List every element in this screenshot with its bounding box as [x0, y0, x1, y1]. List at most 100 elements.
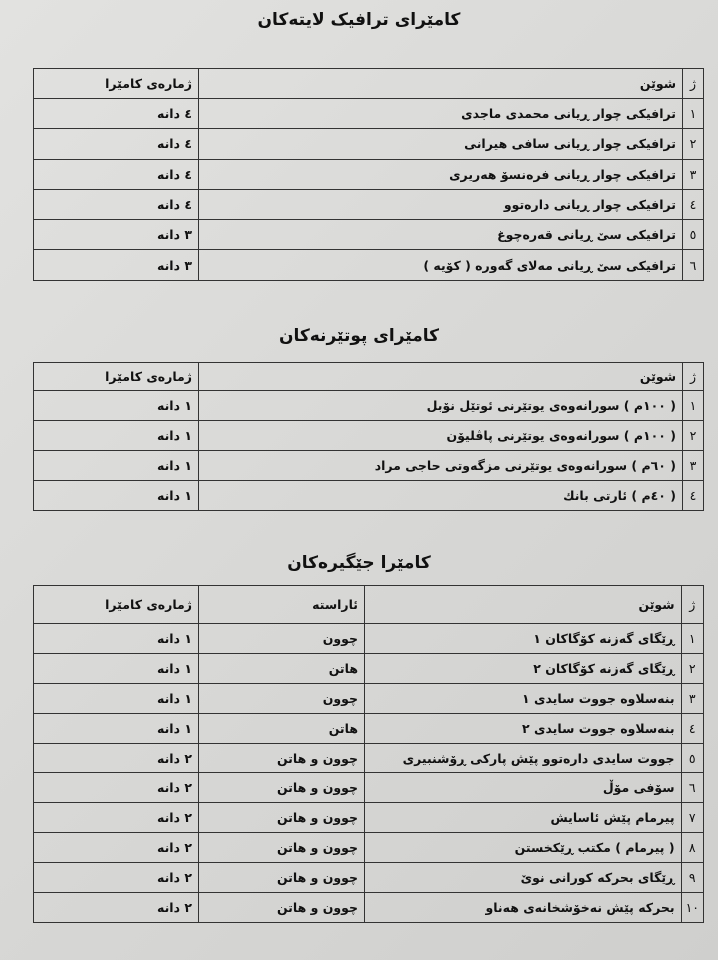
row-number: ٢: [680, 652, 705, 684]
location-cell: پیرمام پێش ئاسایش: [364, 802, 682, 834]
header-location: شوێن: [364, 585, 682, 624]
table-row: ١ ترافیکی چوار ڕیانی محمدی ماجدی ٤ دانە: [33, 97, 704, 130]
table-row: ٣( ٦٠م ) سورانەوەی یوتێرنی مزگەوتی حاجی …: [33, 450, 704, 481]
location-cell: ( ٤٠م ) ئارتی بانك: [198, 480, 683, 511]
camera-count-cell: ٤ دانە: [33, 188, 199, 221]
camera-count-cell: ٢ دانە: [33, 772, 199, 804]
row-number: ٦: [682, 249, 704, 281]
direction-cell: هاتن: [198, 652, 365, 684]
table-row: ١٠ بحرکە پێش نەخۆشخانەی هەناو چوون و هاتن ٢…: [33, 892, 705, 923]
location-cell: سۆفی مۆڵ: [364, 772, 682, 804]
row-number: ٩: [680, 862, 705, 894]
header-row: ژ شوێن ژمارەی کامێرا: [33, 362, 704, 391]
row-number: ٣: [682, 450, 704, 481]
camera-count-cell: ٤ دانە: [33, 158, 199, 190]
camera-count-cell: ١ دانە: [33, 652, 199, 684]
location-cell: ( ١٠٠م ) سورانەوەی یوتێرنی ئوتێل نۆبل: [198, 390, 683, 421]
table-row: ٨( پیرمام ) مکتب ڕێکخستن چوون و هاتن ٢ دان…: [33, 832, 705, 864]
location-cell: بحرکە پێش نەخۆشخانەی هەناو: [364, 892, 682, 923]
row-number: ١: [682, 97, 704, 130]
traffic-lights-table: ژ شوێن ژمارەی کامێرا ١ ترافیکی چوار ڕیانی مح…: [33, 68, 704, 281]
location-cell: بنەسلاوە جووت سایدی ٢: [364, 712, 682, 744]
header-camera-count: ژمارەی کامێرا: [33, 68, 199, 99]
table-row: ٢( ١٠٠م ) سورانەوەی یوتێرنی پاڤلیۆن ١ دان…: [33, 420, 704, 451]
location-cell: ( پیرمام ) مکتب ڕێکخستن: [364, 832, 682, 864]
table-row: ٣ ترافیکی چوار ڕیانی فرەنسۆ هەریری ٤ دانە: [33, 158, 704, 190]
camera-count-cell: ١ دانە: [33, 390, 199, 421]
table-row: ٢ ترافیکی چوار ڕیانی سافی هیرانی ٤ دانە: [33, 128, 704, 160]
table-row: ٥ جووت سایدی دارەتوو پێش پارکی ڕۆشنبیری چو…: [33, 742, 705, 774]
table-row: ٥ ترافیکی سێ ڕیانی قەرەچوغ ٣ دانە: [33, 219, 704, 251]
camera-count-cell: ٤ دانە: [33, 97, 199, 130]
camera-count-cell: ٢ دانە: [33, 892, 199, 923]
table-row: ١ ڕێگای گەزنە کۆگاکان ١ چوون ١ دانە: [33, 623, 705, 654]
row-number: ٧: [680, 802, 705, 834]
header-number: ژ: [682, 362, 704, 391]
table-row: ٩ ڕێگای بحرکە کورانی نوێ چوون و هاتن ٢ دانە: [33, 862, 705, 894]
direction-cell: چوون: [198, 682, 365, 714]
camera-count-cell: ٤ دانە: [33, 128, 199, 160]
row-number: ٣: [680, 682, 705, 714]
header-camera-count: ژمارەی کامێرا: [33, 362, 199, 391]
table-row: ٤( ٤٠م ) ئارتی بانك ١ دانە: [33, 480, 704, 511]
header-row: ژ شوێن ژمارەی کامێرا: [33, 68, 704, 99]
table-row: ٧ پیرمام پێش ئاسایش چوون و هاتن ٢ دانە: [33, 802, 705, 834]
camera-count-cell: ١ دانە: [33, 450, 199, 481]
direction-cell: چوون و هاتن: [198, 892, 365, 923]
section-title-u-turns: کامێرای پوتێرنەکان: [278, 326, 440, 346]
row-number: ١: [680, 623, 705, 654]
table-row: ٣ بنەسلاوە جووت سایدی ١ چوون ١ دانە: [33, 682, 705, 714]
camera-count-cell: ١ دانە: [33, 623, 199, 654]
row-number: ٣: [682, 158, 704, 190]
fixed-cameras-table: ژ شوێن ئاراستە ژمارەی کامێرا ١ ڕێگای گەزنە کۆ…: [33, 585, 705, 923]
camera-count-cell: ٢ دانە: [33, 832, 199, 864]
header-number: ژ: [682, 68, 704, 99]
header-camera-count: ژمارەی کامێرا: [33, 585, 199, 624]
table-row: ٦ سۆفی مۆڵ چوون و هاتن ٢ دانە: [33, 772, 705, 804]
camera-count-cell: ٢ دانە: [33, 802, 199, 834]
row-number: ٢: [682, 128, 704, 160]
row-number: ٨: [680, 832, 705, 864]
table-row: ٢ ڕێگای گەزنە کۆگاکان ٢ هاتن ١ دانە: [33, 652, 705, 684]
table-row: ٤ ترافیکی چوار ڕیانی دارەتوو ٤ دانە: [33, 188, 704, 221]
camera-count-cell: ٣ دانە: [33, 249, 199, 281]
camera-count-cell: ٢ دانە: [33, 742, 199, 774]
camera-count-cell: ٢ دانە: [33, 862, 199, 894]
location-cell: ترافیکی سێ ڕیانی مەلای گەورە ( کۆیە ): [198, 249, 683, 281]
header-location: شوێن: [198, 68, 683, 99]
direction-cell: هاتن: [198, 712, 365, 744]
location-cell: ترافیکی چوار ڕیانی محمدی ماجدی: [198, 97, 683, 130]
table-row: ١( ١٠٠م ) سورانەوەی یوتێرنی ئوتێل نۆبل ١ …: [33, 390, 704, 421]
location-cell: بنەسلاوە جووت سایدی ١: [364, 682, 682, 714]
direction-cell: چوون: [198, 623, 365, 654]
section-title-fixed-cameras: کامێرا جێگیرەکان: [287, 553, 431, 573]
row-number: ١٠: [680, 892, 705, 923]
camera-count-cell: ١ دانە: [33, 712, 199, 744]
row-number: ٤: [682, 188, 704, 221]
direction-cell: چوون و هاتن: [198, 802, 365, 834]
row-number: ٤: [680, 712, 705, 744]
row-number: ٢: [682, 420, 704, 451]
location-cell: ترافیکی چوار ڕیانی سافی هیرانی: [198, 128, 683, 160]
location-cell: ترافیکی چوار ڕیانی دارەتوو: [198, 188, 683, 221]
row-number: ٤: [682, 480, 704, 511]
table-row: ٦ ترافیکی سێ ڕیانی مەلای گەورە ( کۆیە ) ٣ …: [33, 249, 704, 281]
header-row: ژ شوێن ئاراستە ژمارەی کامێرا: [33, 585, 705, 624]
section-title-traffic-lights: کامێرای ترافیک لایتەکان: [257, 10, 461, 30]
location-cell: ترافیکی چوار ڕیانی فرەنسۆ هەریری: [198, 158, 683, 190]
location-cell: جووت سایدی دارەتوو پێش پارکی ڕۆشنبیری: [364, 742, 682, 774]
header-location: شوێن: [198, 362, 683, 391]
row-number: ٥: [682, 219, 704, 251]
row-number: ٥: [680, 742, 705, 774]
header-number: ژ: [680, 585, 705, 624]
direction-cell: چوون و هاتن: [198, 772, 365, 804]
direction-cell: چوون و هاتن: [198, 742, 365, 774]
location-cell: ڕێگای گەزنە کۆگاکان ٢: [364, 652, 682, 684]
camera-count-cell: ١ دانە: [33, 682, 199, 714]
camera-count-cell: ٣ دانە: [33, 219, 199, 251]
table-row: ٤ بنەسلاوە جووت سایدی ٢ هاتن ١ دانە: [33, 712, 705, 744]
u-turn-table: ژ شوێن ژمارەی کامێرا ١( ١٠٠م ) سورانەوەی یو…: [33, 362, 704, 511]
header-direction: ئاراستە: [198, 585, 365, 624]
location-cell: ترافیکی سێ ڕیانی قەرەچوغ: [198, 219, 683, 251]
location-cell: ڕێگای گەزنە کۆگاکان ١: [364, 623, 682, 654]
